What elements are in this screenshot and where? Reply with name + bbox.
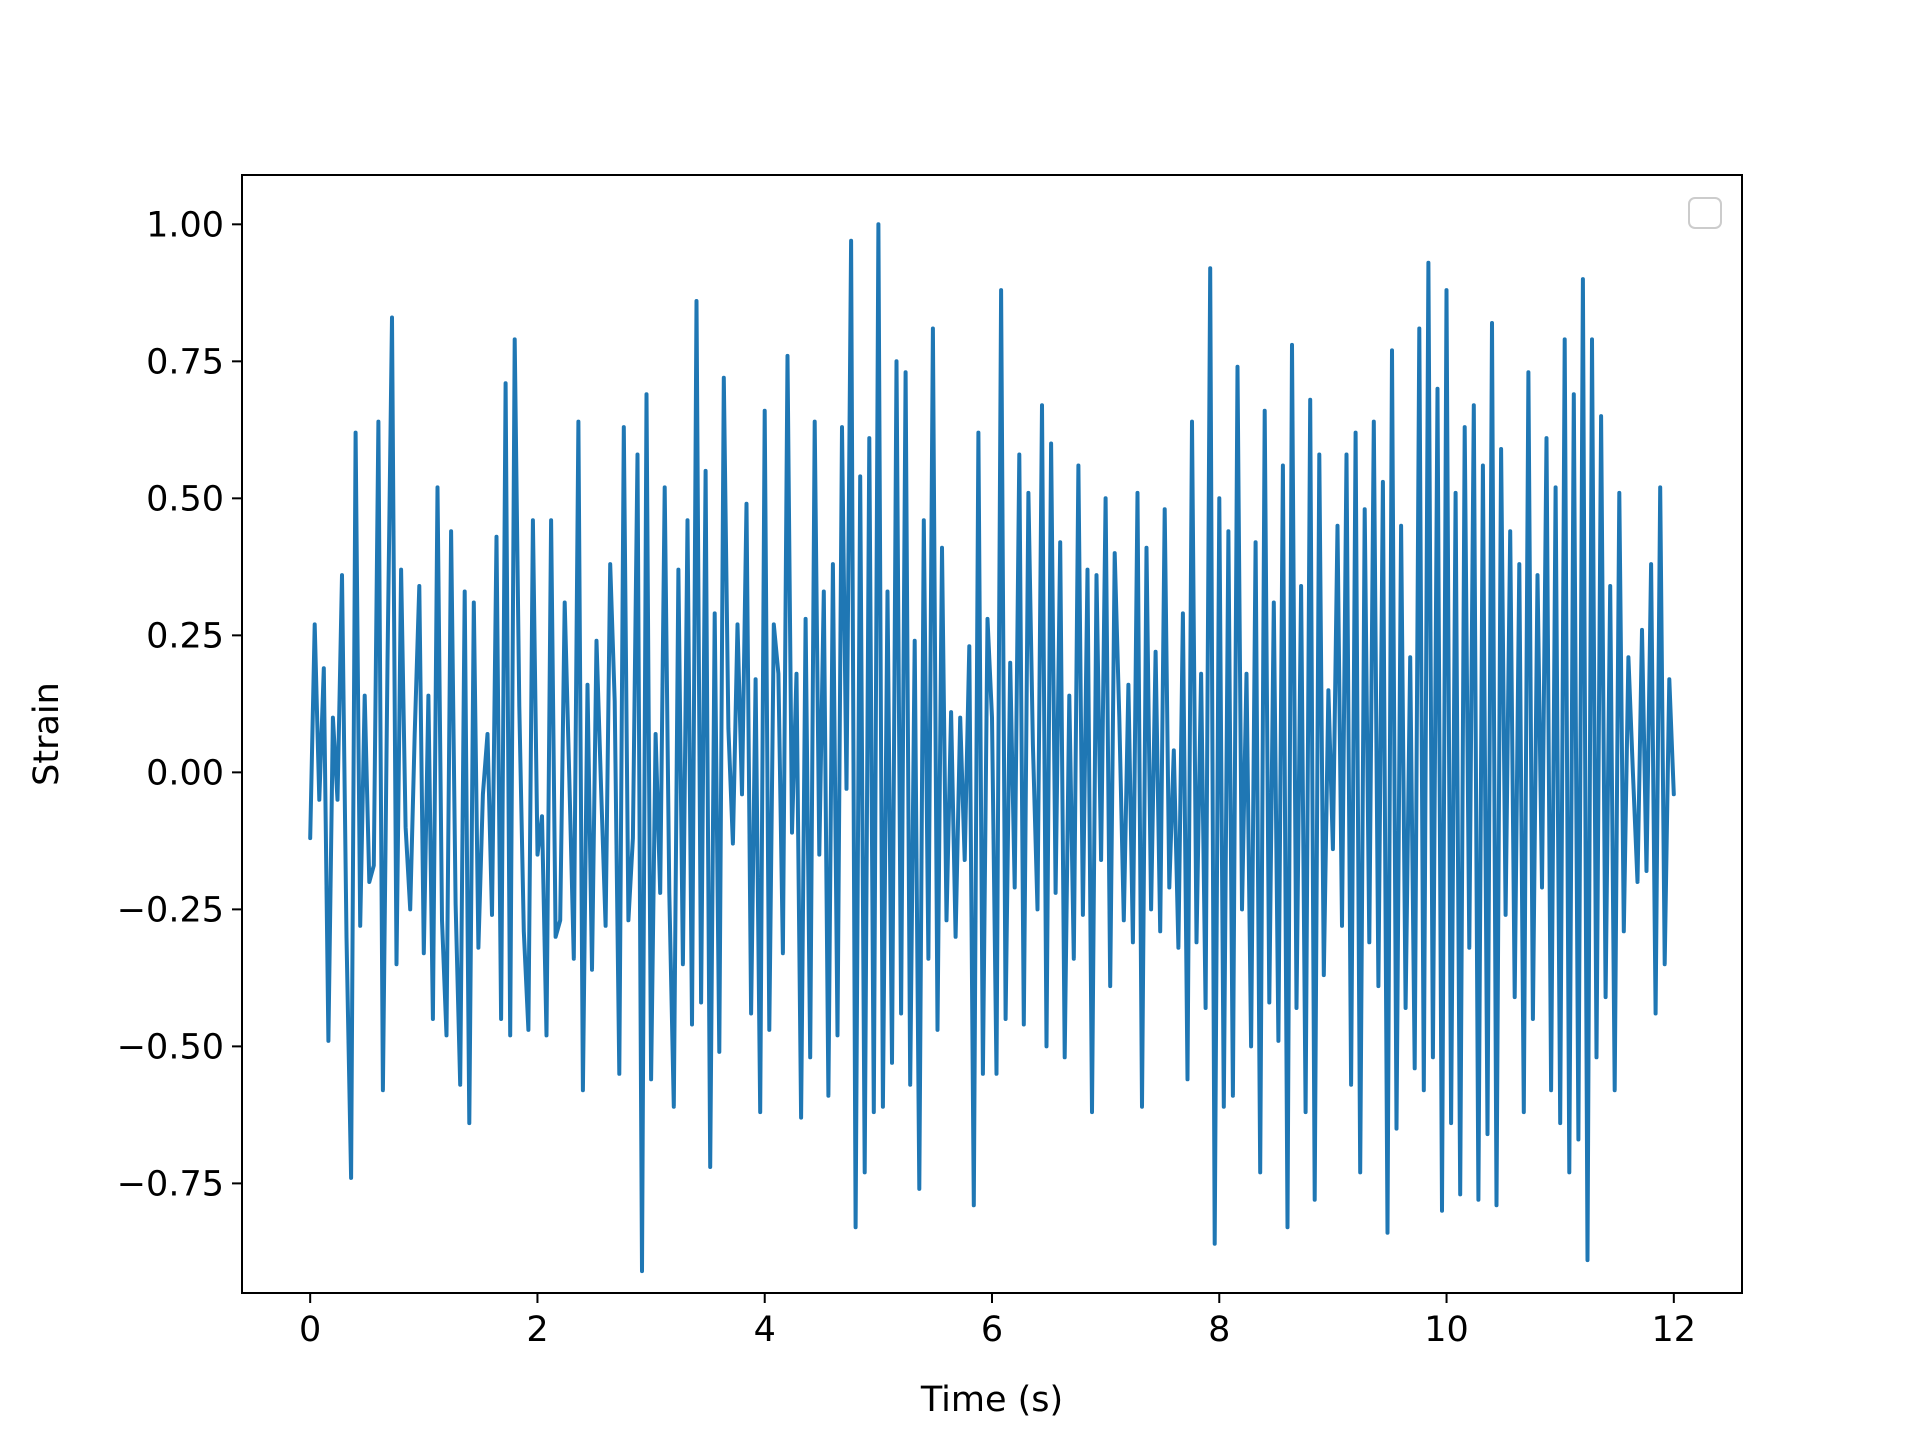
plot-layer bbox=[308, 222, 1676, 1274]
x-tick-label: 2 bbox=[526, 1310, 548, 1350]
x-axis-ticks: 0 2 4 6 8 10 12 bbox=[299, 1293, 1696, 1350]
legend-box bbox=[1688, 197, 1722, 229]
x-axis-label: Time (s) bbox=[920, 1380, 1063, 1420]
y-tick-label: −0.25 bbox=[117, 890, 224, 930]
x-tick-label: 8 bbox=[1208, 1310, 1230, 1350]
y-tick-label: 0.25 bbox=[146, 616, 224, 656]
y-tick-label: 0.50 bbox=[146, 479, 224, 519]
y-tick-label: 0.00 bbox=[146, 753, 224, 793]
y-tick-label: −0.75 bbox=[117, 1164, 224, 1204]
x-tick-label: 4 bbox=[754, 1310, 776, 1350]
y-axis-ticks: −0.75 −0.50 −0.25 0.00 0.25 0.50 0.75 1.00 bbox=[117, 205, 242, 1204]
x-tick-label: 12 bbox=[1652, 1310, 1697, 1350]
x-tick-label: 10 bbox=[1424, 1310, 1469, 1350]
y-tick-label: −0.50 bbox=[117, 1027, 224, 1067]
y-axis-label: Strain bbox=[27, 682, 67, 786]
x-tick-label: 0 bbox=[299, 1310, 321, 1350]
y-tick-label: 1.00 bbox=[146, 205, 224, 245]
x-tick-label: 6 bbox=[981, 1310, 1003, 1350]
y-tick-label: 0.75 bbox=[146, 342, 224, 382]
series-line-0 bbox=[308, 222, 1676, 1274]
